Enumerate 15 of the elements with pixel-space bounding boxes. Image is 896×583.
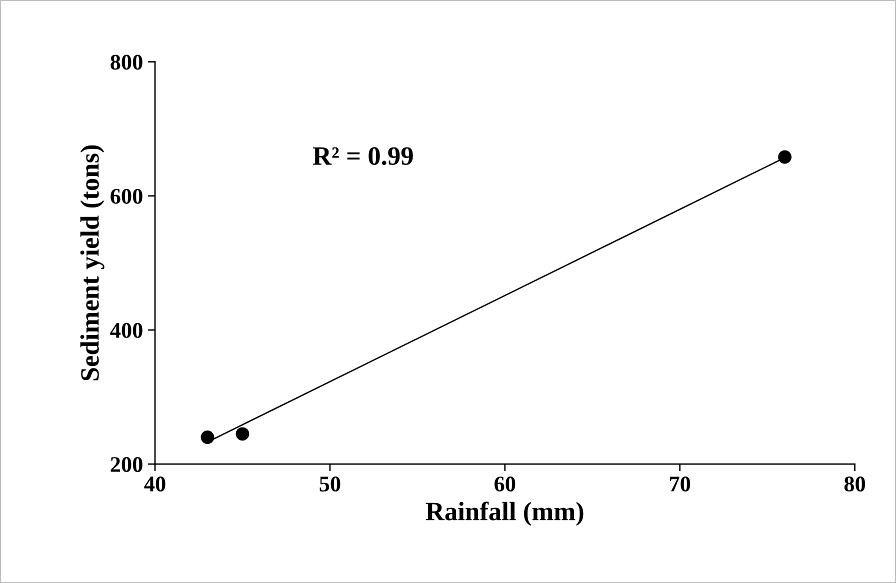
point — [778, 150, 792, 164]
x-tick-label: 50 — [320, 476, 340, 492]
x-axis-title: Rainfall (mm) — [426, 502, 584, 526]
y-tick-label: 200 — [110, 457, 142, 472]
x-tick-label: 60 — [494, 476, 516, 492]
x-tick-label: 80 — [844, 476, 866, 492]
annotation: R² = 0.99 — [312, 147, 413, 166]
point — [200, 430, 214, 444]
x-tick-label: 70 — [670, 476, 690, 492]
point — [236, 427, 250, 441]
y-tick-label: 600 — [110, 188, 142, 204]
y-tick-label: 800 — [110, 54, 142, 70]
x-tick-label: 40 — [144, 476, 166, 492]
y-tick-label: 400 — [110, 322, 142, 338]
y-axis-title: Sediment yield (tons) — [80, 145, 104, 380]
